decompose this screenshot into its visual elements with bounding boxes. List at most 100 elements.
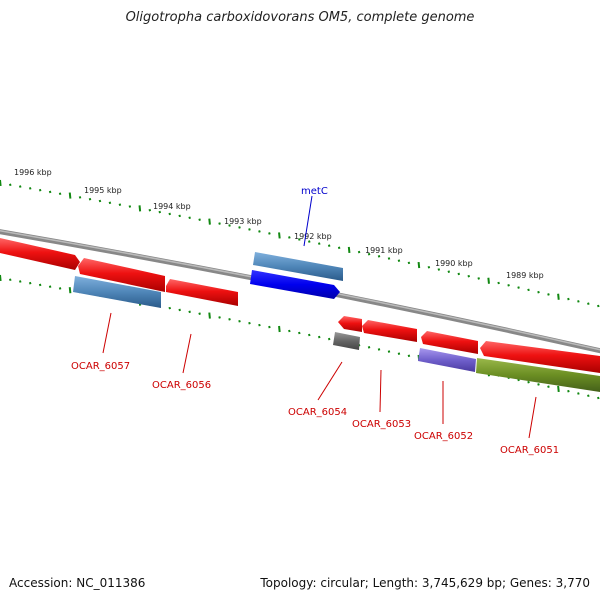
label-leader (102, 312, 112, 354)
minor-tick (567, 297, 570, 301)
minor-tick (397, 259, 401, 262)
minor-tick (148, 208, 152, 212)
minor-tick (357, 250, 361, 254)
minor-tick (467, 274, 470, 278)
minor-tick (517, 286, 520, 289)
gene-feature[interactable] (73, 276, 161, 308)
minor-tick (298, 238, 301, 241)
accession-text: Accession: NC_011386 (9, 576, 146, 590)
label-leader (182, 333, 192, 374)
minor-tick (108, 201, 112, 205)
minor-tick (28, 281, 32, 285)
gene-label[interactable]: OCAR_6056 (152, 380, 211, 391)
minor-tick (407, 354, 411, 358)
minor-tick (198, 312, 201, 315)
gene-feature[interactable] (362, 320, 417, 342)
gene-label[interactable]: OCAR_6053 (352, 419, 411, 430)
kbp-label: 1992 kbp (294, 232, 332, 241)
gene-label[interactable]: OCAR_6057 (71, 361, 130, 372)
gene-feature[interactable] (78, 258, 165, 292)
minor-tick (168, 306, 171, 310)
minor-tick (58, 287, 62, 290)
kbp-label: 1989 kbp (506, 271, 544, 280)
minor-tick (288, 329, 291, 333)
minor-tick (327, 244, 331, 247)
minor-tick (377, 348, 381, 351)
minor-tick (577, 300, 580, 303)
major-tick (208, 312, 211, 319)
gene-feature[interactable] (338, 316, 362, 332)
minor-tick (118, 203, 122, 206)
minor-tick (188, 216, 191, 220)
minor-tick (397, 352, 401, 355)
minor-tick (587, 302, 590, 305)
gene-feature[interactable] (166, 279, 238, 306)
kbp-label: 1996 kbp (14, 168, 52, 177)
minor-tick (268, 325, 271, 329)
gene-label[interactable]: OCAR_6052 (414, 431, 473, 442)
major-tick (557, 293, 560, 300)
minor-tick (218, 222, 221, 225)
minor-tick (128, 205, 132, 208)
minor-tick (367, 252, 371, 256)
gene-feature[interactable] (476, 358, 600, 392)
gene-label[interactable]: OCAR_6051 (500, 445, 559, 456)
gene-feature[interactable] (421, 331, 478, 354)
minor-tick (527, 288, 530, 292)
minor-tick (38, 283, 42, 287)
minor-tick (427, 265, 431, 269)
minor-tick (507, 283, 510, 287)
minor-tick (88, 197, 92, 201)
major-tick (278, 232, 281, 239)
label-leader (528, 396, 537, 439)
minor-tick (18, 185, 22, 188)
gene-feature[interactable] (418, 348, 476, 372)
map-title: Oligotropha carboxidovorans OM5, complet… (125, 10, 475, 25)
minor-tick (547, 293, 550, 296)
minor-tick (198, 218, 201, 221)
major-tick (68, 287, 72, 294)
major-tick (138, 205, 142, 212)
minor-tick (298, 331, 301, 335)
label-leader (379, 369, 382, 413)
minor-tick (178, 214, 181, 218)
minor-tick (317, 242, 321, 245)
minor-tick (268, 232, 271, 235)
minor-tick (168, 212, 171, 216)
minor-tick (457, 272, 461, 276)
minor-tick (447, 270, 451, 274)
minor-tick (9, 278, 12, 282)
minor-tick (178, 308, 181, 312)
minor-tick (387, 257, 391, 260)
minor-tick (367, 346, 371, 349)
minor-tick (317, 335, 321, 339)
minor-tick (238, 319, 241, 323)
minor-tick (48, 190, 52, 194)
minor-tick (537, 290, 540, 294)
gene-label-metc[interactable]: metC (301, 186, 328, 197)
minor-tick (597, 396, 600, 400)
minor-tick (377, 255, 381, 258)
genome-summary-text: Topology: circular; Length: 3,745,629 bp… (260, 576, 590, 590)
minor-tick (218, 316, 221, 319)
minor-tick (58, 192, 62, 196)
minor-tick (228, 224, 231, 227)
gene-feature[interactable] (333, 332, 360, 350)
major-tick (0, 274, 2, 282)
gene-feature[interactable] (0, 238, 80, 270)
minor-tick (597, 304, 600, 308)
minor-tick (308, 333, 311, 337)
major-tick (68, 192, 72, 199)
minor-tick (387, 350, 391, 353)
gene-feature-metc-outer[interactable] (253, 252, 343, 281)
minor-tick (497, 281, 500, 285)
gene-feature-metc[interactable] (250, 270, 340, 299)
minor-tick (587, 394, 590, 398)
label-leader (317, 361, 343, 401)
minor-tick (18, 280, 22, 283)
label-leader (303, 195, 313, 247)
gene-feature[interactable] (480, 341, 600, 373)
gene-label[interactable]: OCAR_6054 (288, 407, 347, 418)
minor-tick (188, 310, 191, 314)
minor-tick (437, 268, 441, 271)
